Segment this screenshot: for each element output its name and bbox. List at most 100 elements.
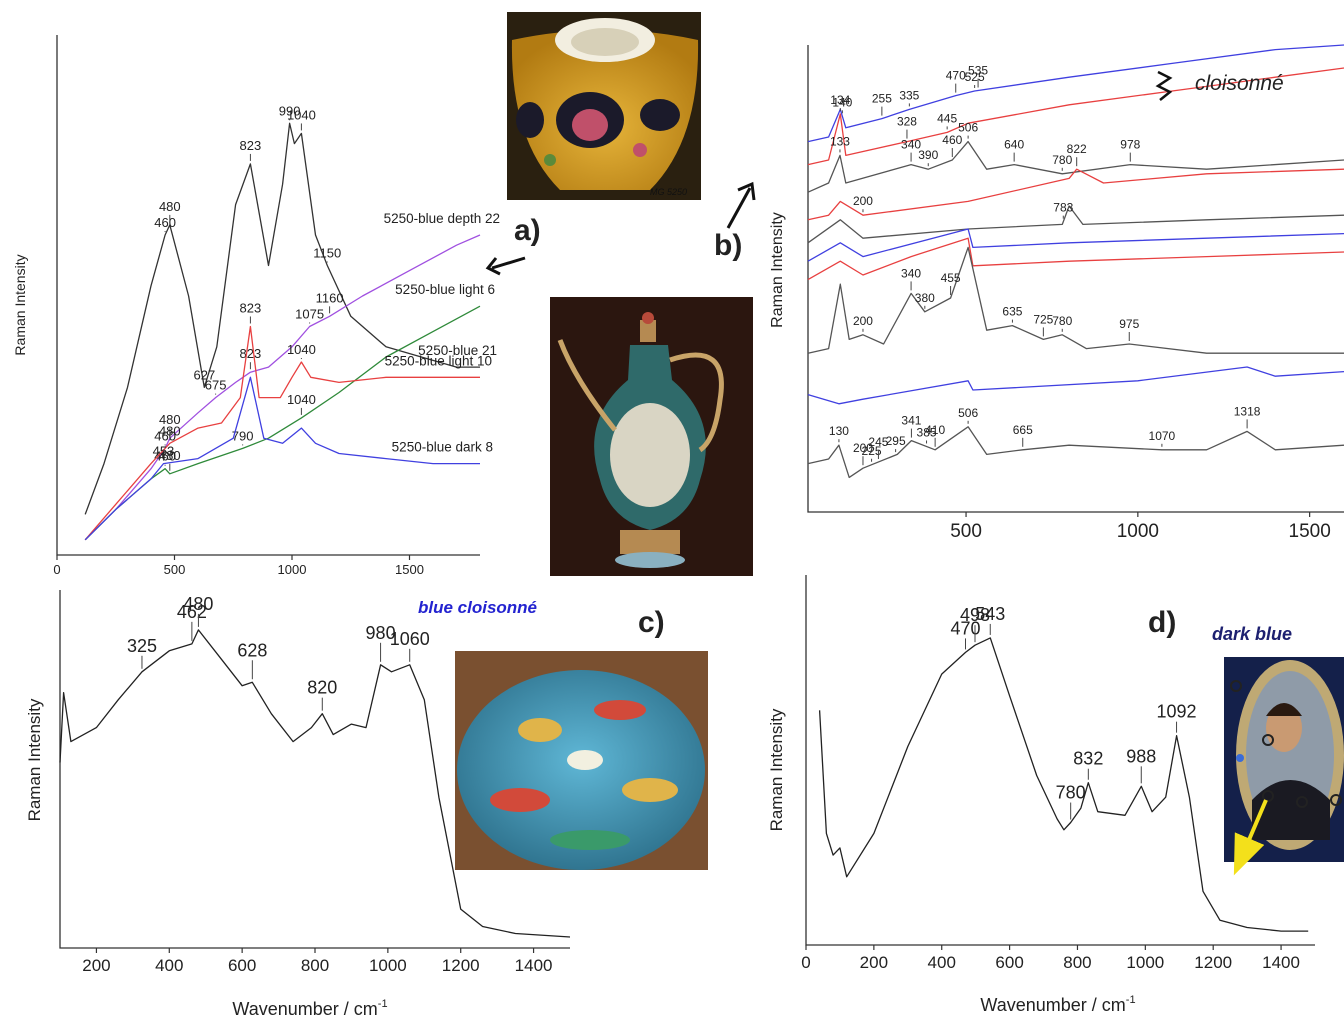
panel-a: Raman Intensity 0 500 1000 1500 46048062782…: [12, 12, 701, 577]
peak-label: 506: [958, 406, 978, 420]
panel-b: Raman Intensity 500 1000 1500 140 255 335 470…: [714, 44, 1344, 542]
spectrum-trace: [807, 426, 1344, 479]
x-tick-label: 800: [301, 956, 329, 975]
peak-label: 445: [937, 111, 957, 125]
panel-b-arrow: [726, 187, 752, 229]
x-tick-label: 200: [860, 953, 888, 972]
peak-label: 134: [830, 93, 850, 107]
x-tick-label: 1000: [1126, 953, 1164, 972]
x-tick-label: 1400: [515, 956, 553, 975]
spectrum-trace: [807, 140, 1344, 193]
panel-a-arrow: [491, 256, 526, 270]
panel-c-letter: c): [638, 606, 665, 639]
series-label: 5250-blue depth 22: [384, 211, 500, 226]
peak-label: 780: [1052, 153, 1072, 167]
portrait-photo: [1224, 657, 1344, 876]
cloisonne-box-photo: [455, 651, 708, 870]
x-tick-label: 600: [228, 956, 256, 975]
panel-d: Raman Intensity Wavenumber / cm-1 0 200 40…: [767, 575, 1344, 1015]
peak-label: 462: [177, 602, 207, 622]
peak-label: 1060: [390, 629, 430, 649]
x-tick-label: 1000: [1117, 521, 1159, 542]
peak-label: 525: [965, 70, 985, 84]
peak-label: 325: [127, 636, 157, 656]
peak-label: 823: [240, 346, 262, 361]
series-label: 5250-blue 21: [418, 343, 497, 358]
panel-c-xlabel: Wavenumber / cm-1: [232, 998, 387, 1019]
peak-label: 410: [925, 423, 945, 437]
spectrum-trace: [84, 376, 480, 541]
peak-label: 460: [154, 449, 176, 464]
series-label: 5250-blue light 6: [395, 282, 495, 297]
peak-label: 335: [899, 88, 919, 102]
panel-a-letter: a): [514, 214, 541, 247]
peak-label: 780: [1056, 783, 1086, 803]
panel-b-arrowhead: [737, 181, 756, 201]
x-tick-label: 1500: [1289, 521, 1331, 542]
peak-label: 140: [832, 95, 852, 109]
peak-label: 380: [915, 291, 935, 305]
x-tick-label: 400: [928, 953, 956, 972]
spectrum-trace: [84, 234, 481, 541]
peak-label: 535: [968, 63, 988, 77]
peak-label: 1075: [295, 306, 324, 321]
peak-label: 200: [853, 441, 873, 455]
series-label: 5250-blue dark 8: [392, 440, 493, 455]
x-tick-label: 500: [950, 521, 982, 542]
peak-label: 255: [872, 92, 892, 106]
panel-a-arrowhead: [485, 257, 501, 276]
peak-label: 341: [901, 414, 921, 428]
peak-label: 498: [960, 605, 990, 625]
spectrum-trace: [84, 122, 480, 515]
spectrum-trace: [84, 305, 481, 541]
spectrum-trace: [807, 246, 1344, 354]
spectrum-trace: [807, 366, 1344, 405]
panel-c-ylabel: Raman Intensity: [25, 698, 44, 821]
x-tick-label: 1000: [278, 562, 307, 577]
cloisonne-bracket-icon: [1155, 70, 1173, 101]
peak-label: 635: [1002, 305, 1022, 319]
x-tick-label: 200: [82, 956, 110, 975]
spectrum-trace: [818, 637, 1309, 932]
spectrum-trace: [807, 168, 1344, 221]
peak-label: 780: [1052, 314, 1072, 328]
peak-label: 130: [829, 424, 849, 438]
peak-label: 480: [159, 199, 181, 214]
x-tick-label: 400: [155, 956, 183, 975]
peak-label: 200: [853, 314, 873, 328]
x-tick-label: 800: [1063, 953, 1091, 972]
peak-label: 725: [1033, 312, 1053, 326]
peak-label: 823: [240, 300, 262, 315]
spectrum-trace: [807, 67, 1344, 166]
peak-label: 1040: [287, 392, 316, 407]
x-tick-label: 1200: [1194, 953, 1232, 972]
peak-label: 460: [154, 215, 176, 230]
peak-label: 1150: [313, 246, 341, 261]
x-tick-label: 0: [801, 953, 810, 972]
spectrum-trace: [807, 228, 1344, 262]
peak-label: 390: [918, 148, 938, 162]
panel-b-xticks: 500 1000 1500: [950, 512, 1331, 542]
panel-d-letter: d): [1148, 606, 1176, 639]
spectrum-trace: [807, 44, 1344, 143]
panel-b-ylabel: Raman Intensity: [769, 212, 786, 328]
peak-label: 1160: [316, 290, 344, 305]
x-tick-label: 1400: [1262, 953, 1300, 972]
peak-label: 480: [183, 594, 213, 614]
peak-label: 245: [868, 435, 888, 449]
panel-c: Raman Intensity Wavenumber / cm-1 200 400…: [25, 590, 708, 1019]
panel-d-ylabel: Raman Intensity: [767, 708, 786, 831]
peak-label: 675: [205, 378, 227, 393]
peak-label: 1092: [1157, 702, 1197, 722]
panel-d-xlabel-sup: -1: [1126, 994, 1136, 1006]
panel-b-annotation: cloisonné: [1195, 72, 1284, 95]
peak-label: 506: [958, 121, 978, 135]
x-tick-label: 1200: [442, 956, 480, 975]
peak-label: 823: [240, 138, 262, 153]
peak-label: 990: [279, 103, 301, 118]
panel-c-axes: [59, 590, 570, 949]
peak-label: 480: [159, 423, 181, 438]
spectrum-trace: [807, 237, 1344, 281]
